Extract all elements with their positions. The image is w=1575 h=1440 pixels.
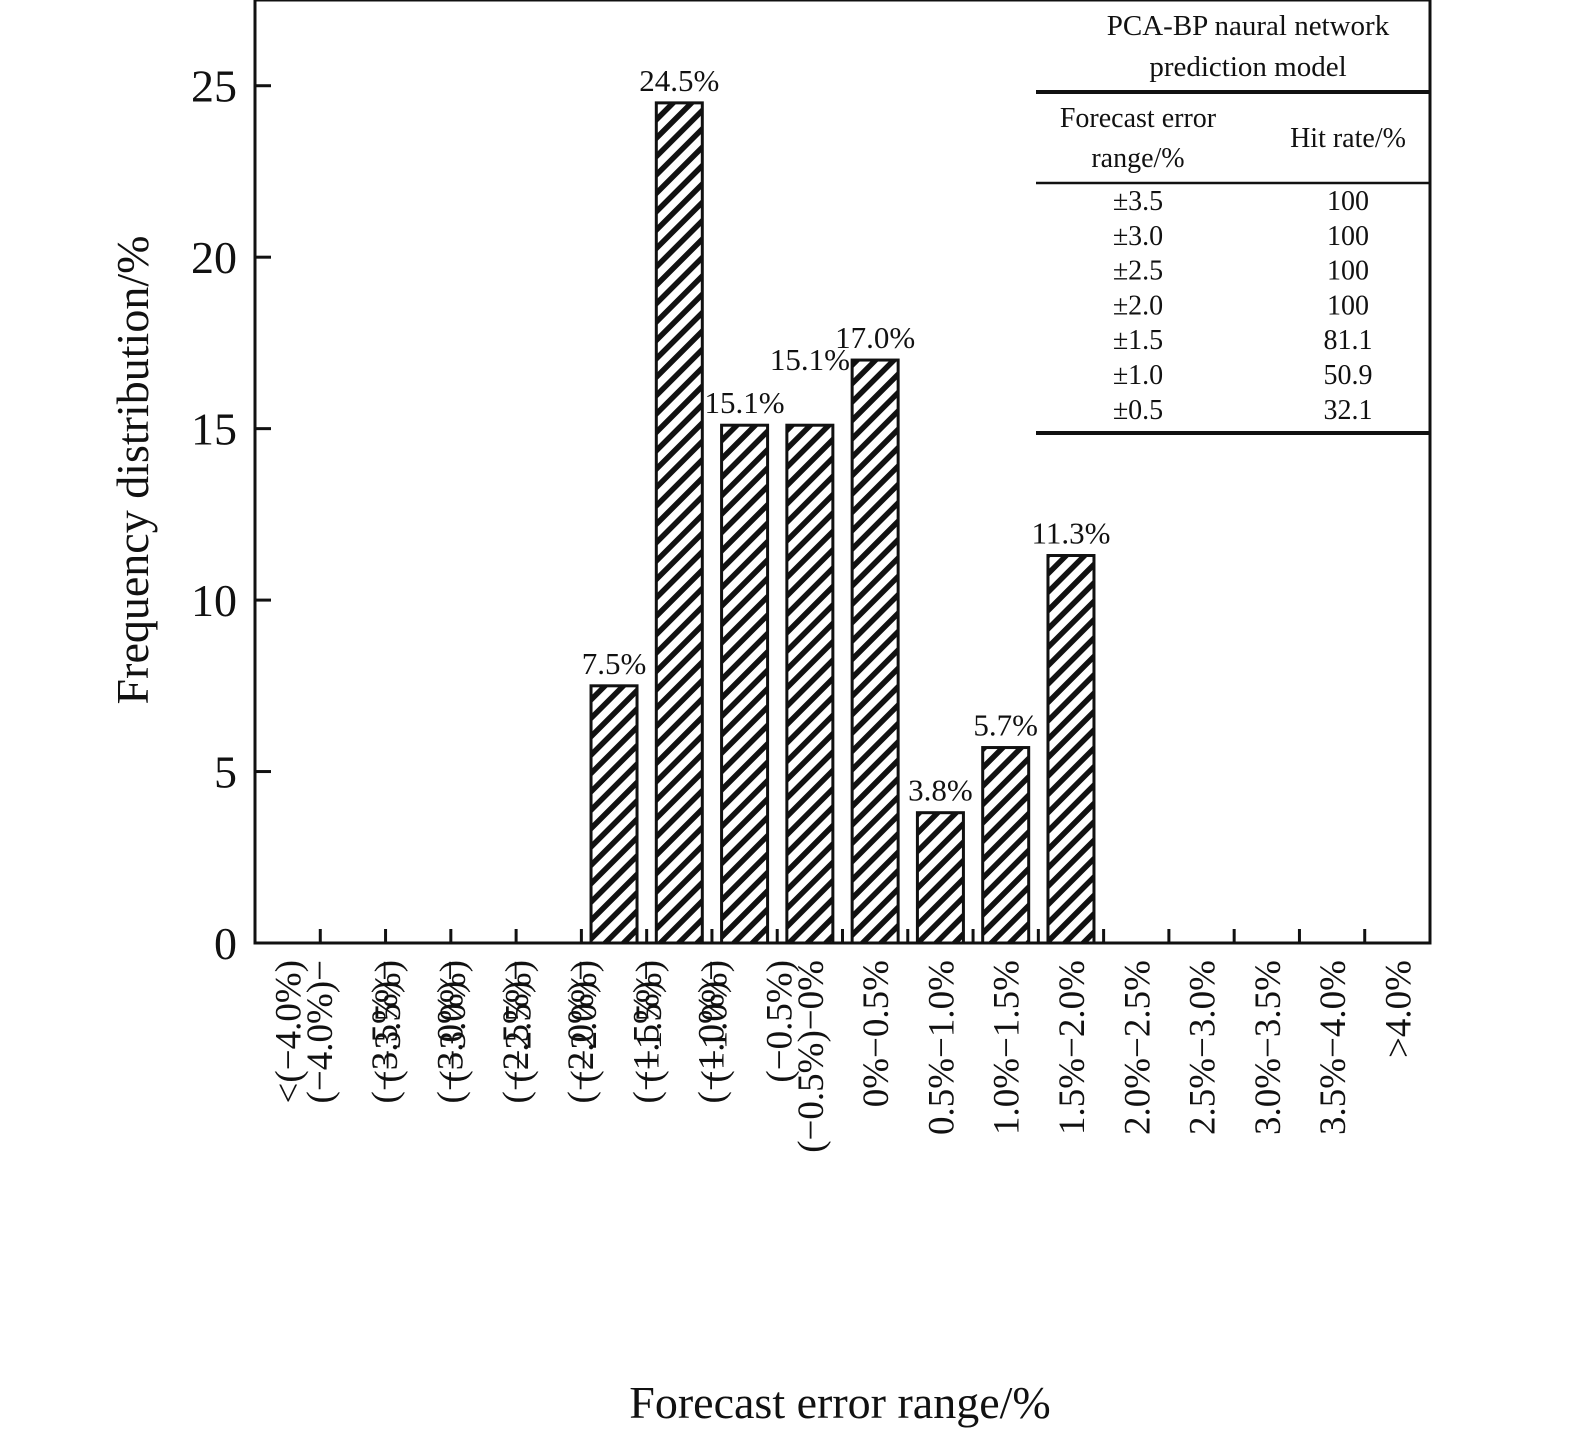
x-tick-label: 3.0%−3.5% (1248, 960, 1289, 1135)
bar-data-label: 7.5% (582, 646, 647, 681)
data-labels-group: 7.5%24.5%15.1%15.1%17.0%3.8%5.7%11.3% (582, 63, 1111, 808)
inset-table-range-cell: ±3.5 (1113, 186, 1163, 217)
bars-group (589, 101, 1096, 945)
x-tick-label: (−1.5%)− (626, 960, 667, 1103)
bar-data-label: 11.3% (1032, 516, 1111, 551)
y-tick-label: 20 (191, 232, 237, 283)
x-tick-label: (−1.5%) (629, 960, 670, 1083)
y-tick-label: 15 (191, 404, 237, 455)
inset-table-hit-rate-cell: 100 (1327, 256, 1369, 287)
x-tick-label: (−3.5%)− (365, 960, 406, 1103)
x-tick-label: (−3.5%) (368, 960, 409, 1083)
bar-data-label: 24.5% (639, 63, 719, 98)
x-tick-label: 3.5%−4.0% (1313, 960, 1354, 1135)
x-tick-label: 2.5%−3.0% (1183, 960, 1224, 1135)
bar (785, 423, 835, 945)
bar-data-label: 3.8% (908, 773, 973, 808)
x-tick-label: 1.0%−1.5% (987, 960, 1028, 1135)
inset-table-hit-rate-cell: 100 (1327, 186, 1369, 217)
x-tick-label: (−2.0%)− (561, 960, 602, 1103)
inset-table: PCA-BP naural network prediction model F… (1036, 10, 1430, 435)
x-tick-label: (−0.5%) (760, 960, 801, 1083)
y-tick-label: 10 (191, 575, 237, 626)
inset-table-header-hit-rate: Hit rate/% (1290, 123, 1406, 154)
x-tick-label: (−4.0%)− (300, 960, 341, 1103)
y-tick-label: 5 (214, 747, 237, 798)
plot-frame (253, 0, 1432, 945)
x-tick-label: 1.5%−2.0% (1052, 960, 1093, 1135)
y-axis-ticks: 0 5 10 15 20 25 (191, 61, 271, 969)
x-tick-label: <(−4.0%) (269, 960, 310, 1103)
x-tick-label: (−3.0%)− (430, 960, 471, 1103)
x-tick-label: (−1.0%) (694, 960, 735, 1083)
inset-table-hit-rate-cell: 100 (1327, 290, 1369, 321)
y-axis-title: Frequency distribution/% (107, 236, 158, 705)
x-tick-label: (−3.0%) (433, 960, 474, 1083)
bar (981, 746, 1031, 945)
inset-table-range-cell: ±1.5 (1113, 325, 1163, 356)
inset-table-range-cell: ±0.5 (1113, 395, 1163, 426)
inset-table-range-cell: ±3.0 (1113, 221, 1163, 252)
bar (850, 358, 900, 945)
bar-data-label: 15.1% (770, 342, 850, 377)
inset-table-hit-rate-cell: 81.1 (1324, 325, 1373, 356)
bar-data-label: 17.0% (835, 320, 915, 355)
x-tick-label: (−0.5%)−0% (791, 960, 832, 1153)
bar (1046, 554, 1096, 945)
bar-data-label: 5.7% (973, 708, 1038, 743)
bar (589, 684, 639, 945)
inset-table-range-cell: ±1.0 (1113, 360, 1163, 391)
inset-table-title-line1: PCA-BP naural network (1107, 10, 1390, 42)
x-tick-label: 2.0%−2.5% (1117, 960, 1158, 1135)
x-tick-label: 0%−0.5% (856, 960, 897, 1107)
x-tick-label: (−2.5%)− (496, 960, 537, 1103)
inset-table-hit-rate-cell: 100 (1327, 221, 1369, 252)
x-tick-label: (−2.0%) (564, 960, 605, 1083)
x-tick-label: (−1.0%)− (692, 960, 733, 1103)
inset-table-header-range-line2: range/% (1091, 143, 1184, 174)
inset-table-header-range-line1: Forecast error (1060, 103, 1217, 134)
y-tick-label: 25 (191, 61, 237, 112)
x-tick-label: 0.5%−1.0% (921, 960, 962, 1135)
x-axis-title: Forecast error range/% (629, 1377, 1050, 1428)
y-tick-label: 0 (214, 918, 237, 969)
bar (720, 423, 770, 945)
bar (915, 811, 965, 945)
inset-table-hit-rate-cell: 32.1 (1324, 395, 1373, 426)
x-axis-ticks: <(−4.0%)(−4.0%)− (−3.5%)(−3.5%)− (−3.0%)(−… (269, 929, 1419, 1153)
x-tick-label: (−2.5%) (498, 960, 539, 1083)
x-tick-label: >4.0% (1378, 960, 1419, 1058)
inset-table-range-cell: ±2.5 (1113, 256, 1163, 287)
inset-table-title-line2: prediction model (1149, 51, 1346, 83)
bar (654, 101, 704, 945)
inset-table-rows: ±3.5 100 ±3.0 100 ±2.5 100 ±2.0 100 ±1.5 81.1 ±1.0… (1113, 186, 1373, 426)
inset-table-range-cell: ±2.0 (1113, 290, 1163, 321)
bar-data-label: 15.1% (705, 385, 785, 420)
inset-table-hit-rate-cell: 50.9 (1324, 360, 1373, 391)
